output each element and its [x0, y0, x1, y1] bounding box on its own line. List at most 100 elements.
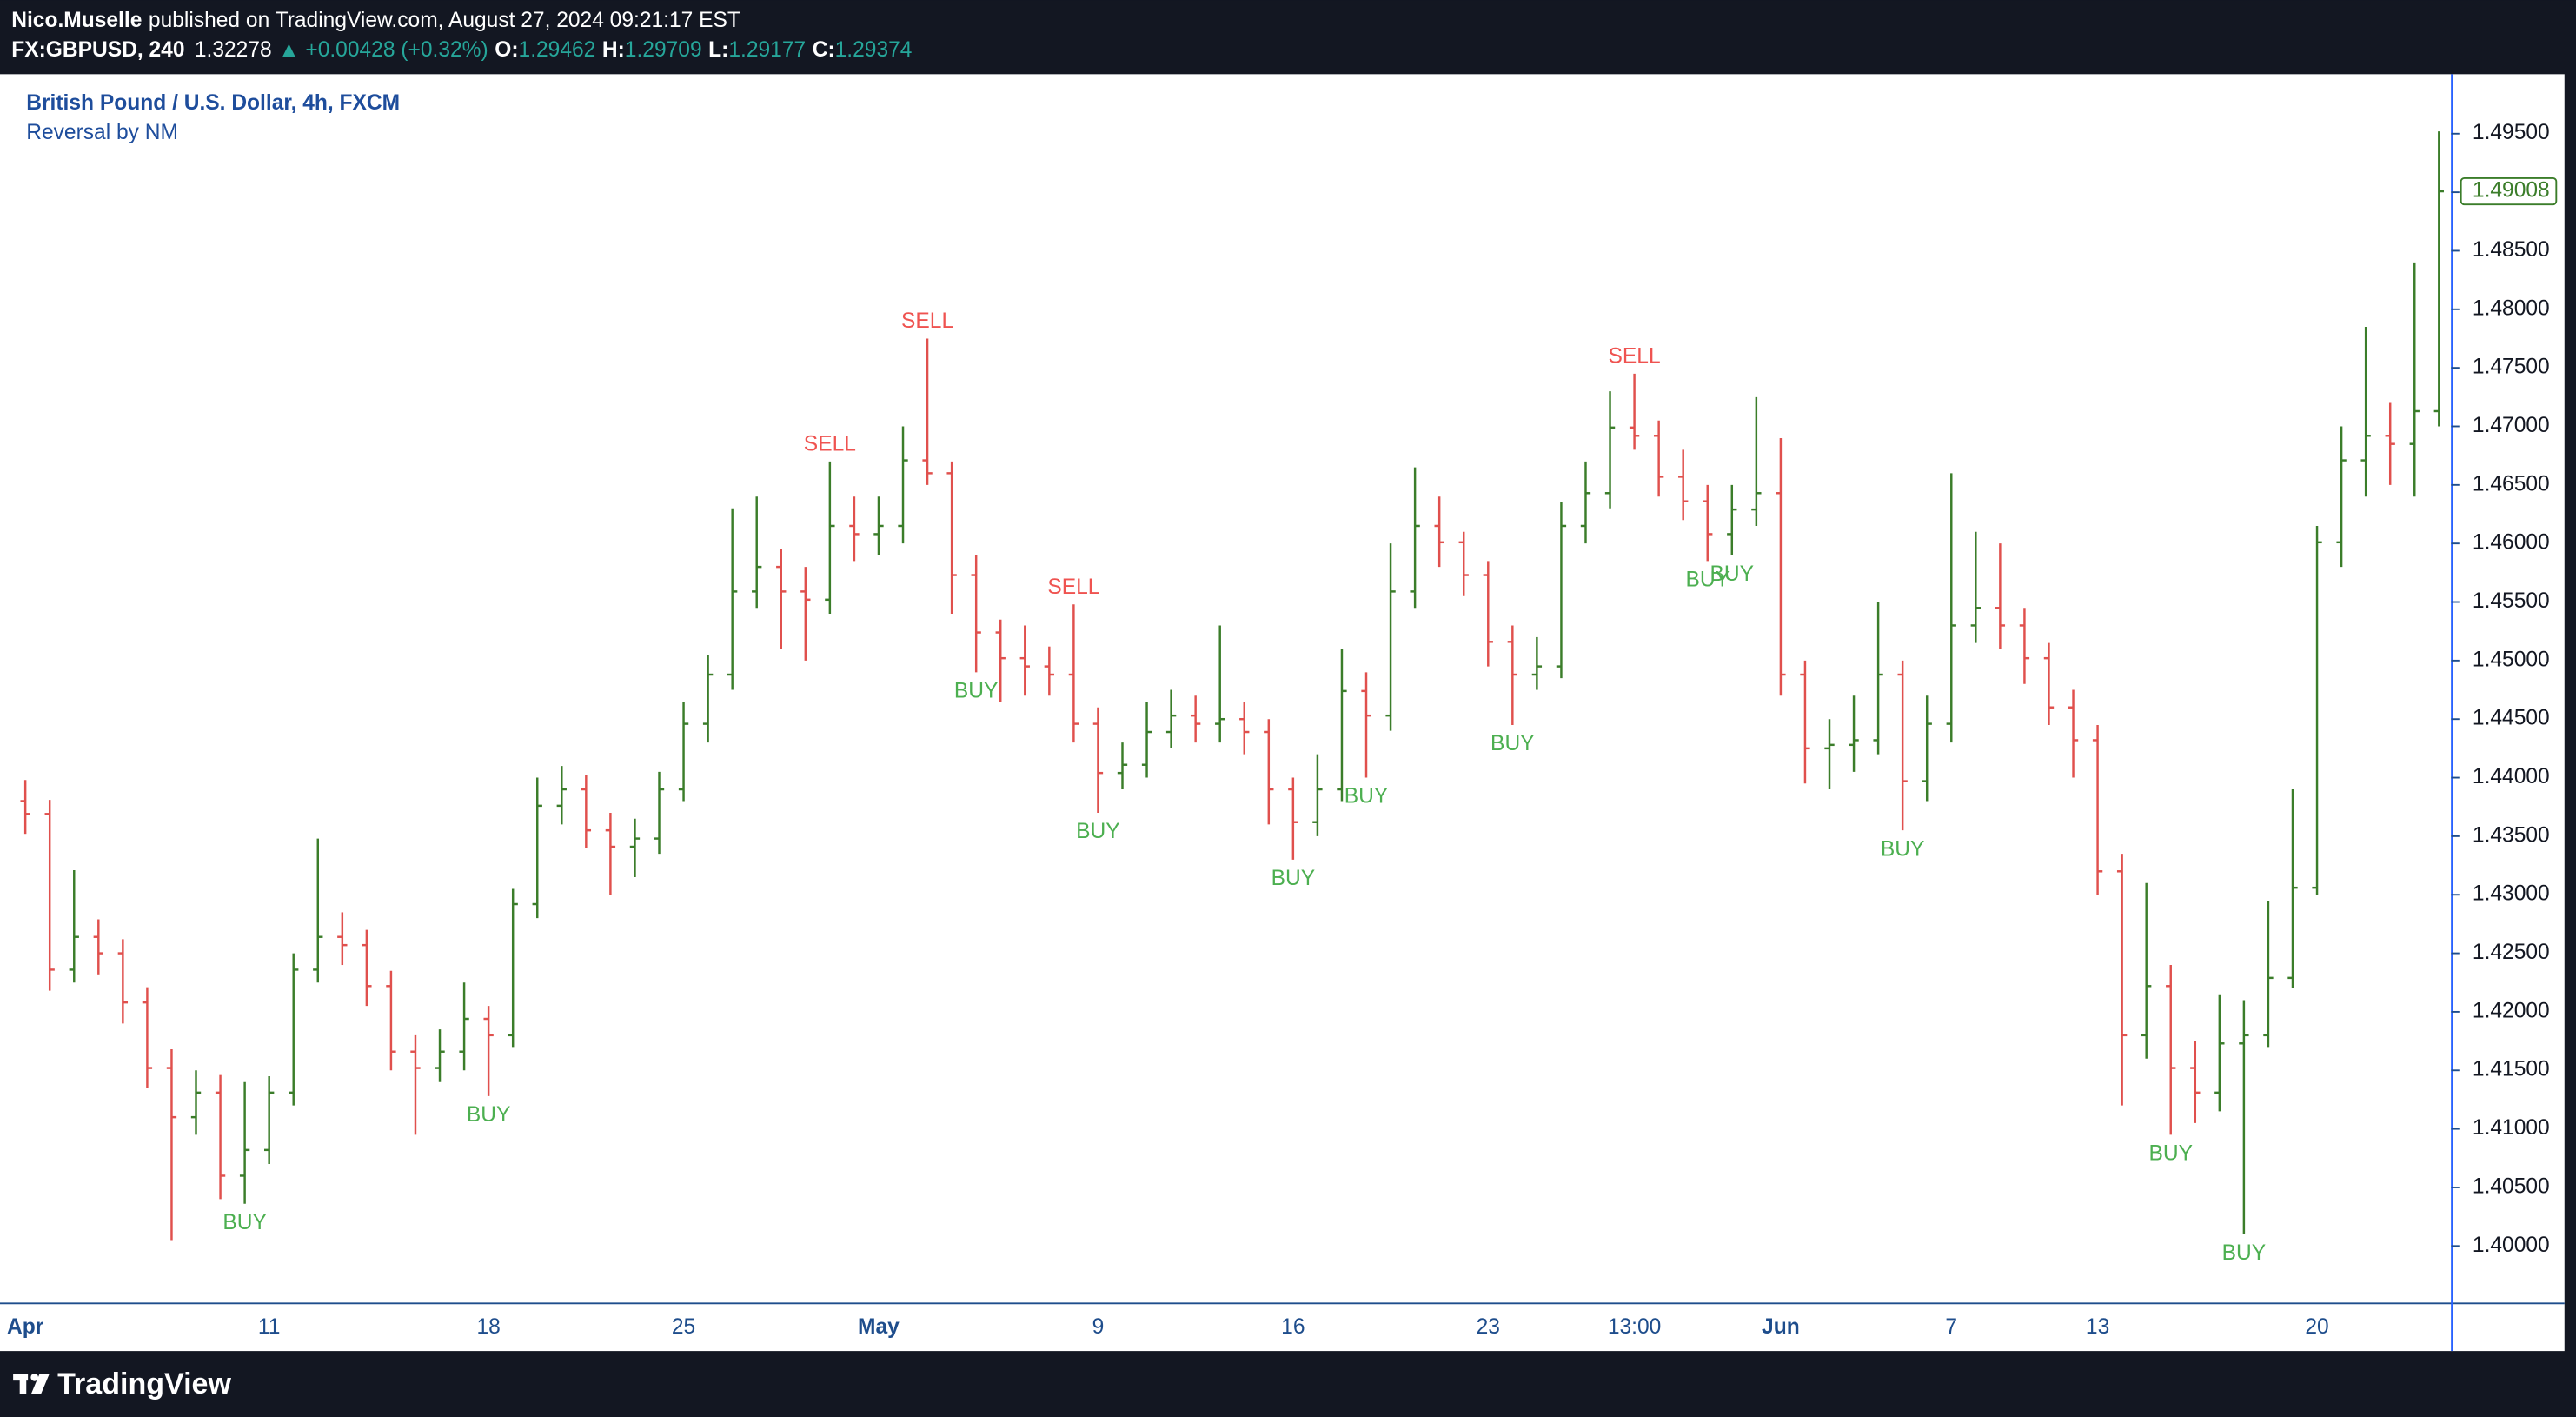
ohlc-bar	[166, 1049, 177, 1241]
ohlc-bar	[532, 777, 542, 919]
ohlc-bar	[1800, 660, 1810, 784]
change: ▲ +0.00428 (+0.32%)	[278, 38, 488, 62]
ohlc-bar	[898, 426, 908, 544]
y-tick-label: 1.41000	[2473, 1116, 2550, 1140]
ohlc-bar	[2214, 994, 2225, 1112]
y-tick-label: 1.48000	[2473, 296, 2550, 320]
signal-label: BUY	[1685, 569, 1730, 592]
signal-label: BUY	[1710, 562, 1755, 586]
ohlc-bar	[1092, 707, 1104, 813]
ohlc-bar	[1946, 473, 1956, 743]
chart-panel	[0, 74, 2565, 1352]
author: Nico.Muselle	[11, 9, 142, 32]
ohlc-bar	[581, 775, 592, 848]
ohlc-bar	[69, 869, 79, 983]
signal-label: BUY	[2222, 1241, 2267, 1265]
ohlc-bar	[1458, 531, 1469, 596]
ohlc-bar	[117, 939, 129, 1024]
ohlc-bar	[1190, 695, 1201, 743]
x-tick-label: 7	[1945, 1315, 1957, 1339]
y-tick-label: 1.46500	[2473, 472, 2550, 496]
signal-label: BUY	[1881, 837, 1925, 861]
x-tick-label: 13	[2086, 1315, 2109, 1339]
signal-label: BUY	[222, 1211, 267, 1234]
open-value: 1.29462	[519, 38, 596, 62]
published: published on TradingView.com, August 27,…	[149, 9, 740, 32]
y-tick-label: 1.43000	[2473, 882, 2550, 906]
ohlc-bar	[508, 888, 518, 1048]
ohlc-bar	[727, 508, 738, 690]
signal-label: BUY	[2148, 1142, 2193, 1166]
ohlc-bar	[1410, 467, 1420, 609]
ohlc-bar	[849, 496, 860, 562]
ohlc-bar	[362, 929, 372, 1007]
last-price-label: 1.49008	[2473, 179, 2550, 203]
ohlc-bar	[2433, 131, 2444, 427]
ohlc-bar	[337, 912, 348, 966]
symbol-line: FX:GBPUSD, 240 1.32278 ▲ +0.00428 (+0.32%)…	[11, 38, 912, 62]
x-tick-label: 20	[2305, 1315, 2328, 1339]
close-value: 1.29374	[835, 38, 913, 62]
plot: 1.40000 1.40500 1.41000 1.41500 1.42000 1.425…	[7, 121, 2558, 1339]
ohlc-bar	[1873, 602, 1883, 755]
ohlc-bar	[2360, 327, 2371, 497]
logo-part	[19, 1374, 27, 1394]
ohlc-bar	[654, 771, 665, 855]
logo-part	[30, 1374, 50, 1394]
ohlc-bar	[1727, 484, 1737, 555]
ohlc-bar	[1897, 660, 1908, 831]
signal-label: SELL	[804, 432, 856, 456]
ohlc-bar	[825, 461, 835, 614]
low-value: 1.29177	[728, 38, 806, 62]
header-line: Nico.Muselle published on TradingView.com…	[11, 9, 740, 32]
indicator-name: Reversal by NM	[26, 121, 178, 144]
ohlc-bar	[2068, 689, 2079, 778]
signal-label: BUY	[1271, 867, 1316, 890]
ohlc-bar	[1995, 543, 2006, 649]
ohlc-bar	[2312, 525, 2322, 895]
ohlc-bar	[1507, 625, 1518, 725]
y-tick-label: 1.45500	[2473, 589, 2550, 613]
ohlc-bar	[1776, 437, 1786, 696]
x-tick-label: 11	[258, 1315, 281, 1339]
ohlc-bar	[1604, 391, 1616, 509]
ohlc-bar	[1849, 695, 1859, 772]
ohlc-bar	[2019, 608, 2030, 684]
ohlc-bar	[702, 655, 714, 743]
signal-label: BUY	[1490, 732, 1535, 755]
ohlc-bar	[1141, 702, 1152, 778]
signal-label: SELL	[1609, 344, 1661, 368]
ohlc-bar	[2263, 900, 2274, 1048]
chart-title: British Pound / U.S. Dollar, 4h, FXCM	[26, 91, 400, 115]
y-tick-label: 1.49500	[2473, 121, 2550, 144]
ohlc-bar	[215, 1074, 226, 1200]
ohlc-bar	[2239, 1000, 2249, 1234]
ohlc-bar	[1044, 646, 1055, 696]
y-tick-label: 1.47500	[2473, 356, 2550, 379]
last-price-box	[2460, 176, 2558, 206]
ohlc-bar	[1239, 702, 1250, 755]
ohlc-bar	[1288, 777, 1298, 860]
y-tick-label: 1.46000	[2473, 531, 2550, 555]
ohlc-bar	[800, 567, 811, 661]
x-tick-label: Jun	[1762, 1315, 1800, 1339]
x-tick-label: 16	[1281, 1315, 1305, 1339]
y-tick-label: 1.41500	[2473, 1058, 2550, 1081]
signal-label: SELL	[1047, 575, 1099, 599]
y-tick-label: 1.47000	[2473, 414, 2550, 437]
ohlc-bar	[1556, 502, 1567, 679]
ohlc-bar	[483, 1006, 494, 1096]
ohlc-bar	[2141, 882, 2152, 1059]
ohlc-bar	[1653, 420, 1664, 497]
ohlc-bar	[1922, 695, 1932, 802]
ohlc-bar	[556, 766, 567, 825]
ohlc-bar	[971, 555, 981, 673]
symbol: FX:GBPUSD, 240	[11, 38, 184, 62]
ohlc-bar	[1434, 496, 1444, 568]
brand-logo	[13, 1374, 50, 1394]
ohlc-bar	[1970, 531, 1981, 643]
ohlc-bar	[313, 838, 323, 983]
high-value: 1.29709	[625, 38, 702, 62]
